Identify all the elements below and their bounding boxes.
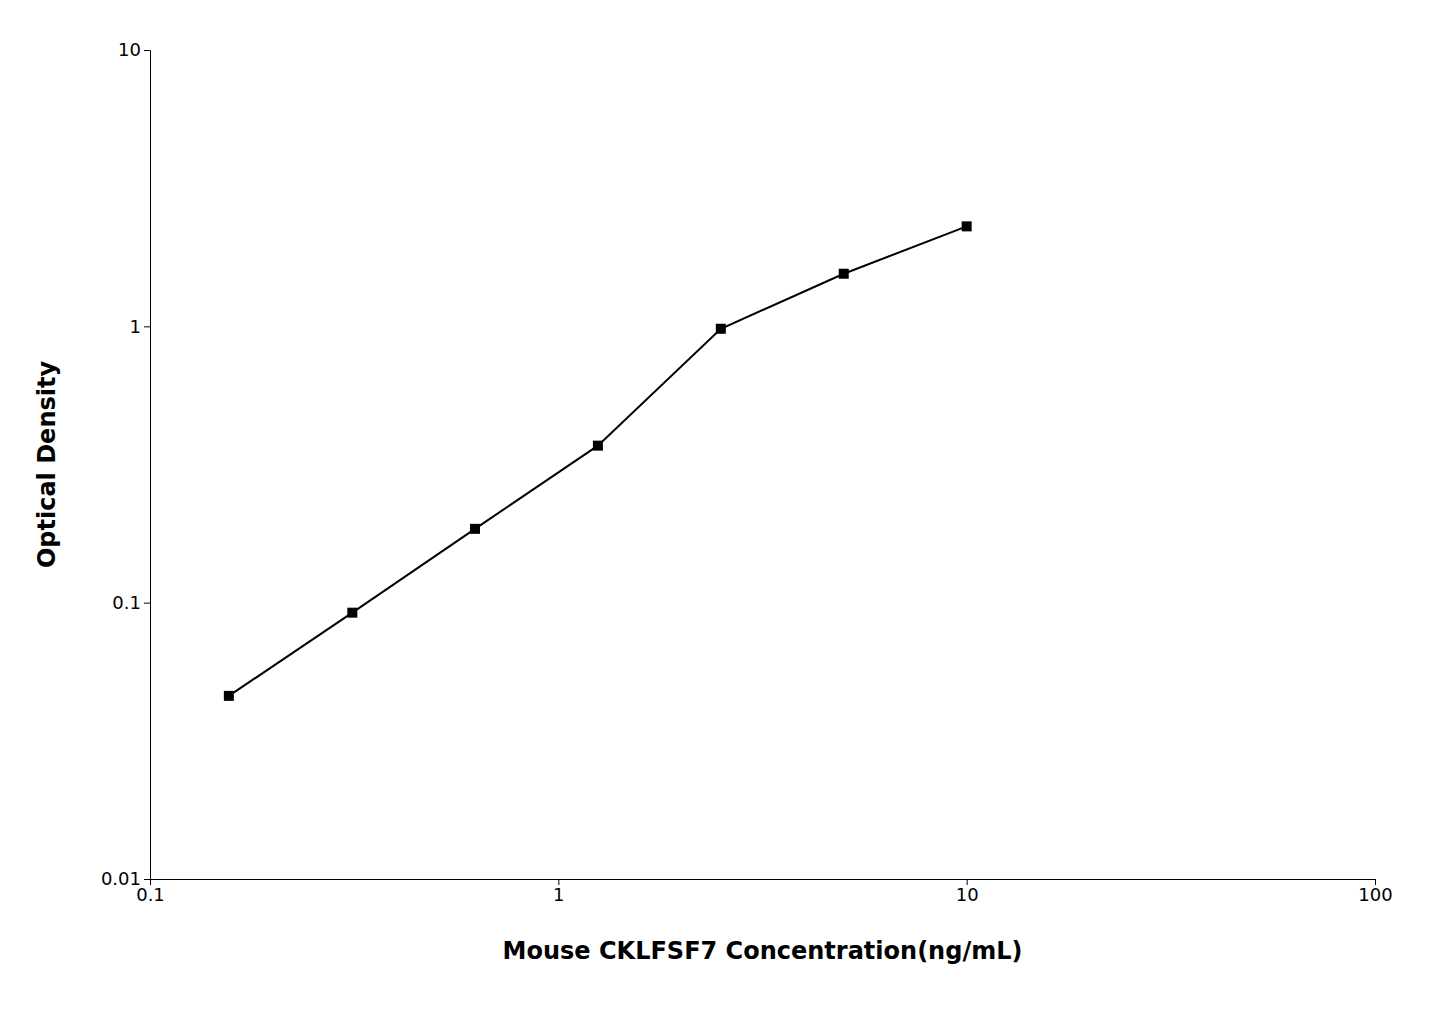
y-tick: 1 [130,316,150,337]
marker [347,608,357,618]
y-tick-label: 0.01 [101,868,141,889]
x-tick-label: 100 [1358,884,1392,905]
plot-area: 0.1 1 10 100 0.01 0.1 1 10 Mouse CKLFSF7 Concent… [33,39,1393,965]
y-tick-label: 1 [130,316,141,337]
y-tick-label: 0.1 [112,592,141,613]
x-tick: 100 [1358,879,1392,905]
y-tick-mark [144,603,150,604]
x-axis: 0.1110100 [136,879,1393,905]
x-tick-label: 10 [956,884,979,905]
marker [962,221,972,231]
y-axis-title: Optical Density [33,361,61,569]
y-tick-label: 10 [118,39,141,60]
x-tick-label: 1 [553,884,564,905]
marker [716,324,726,334]
x-axis-title: Mouse CKLFSF7 Concentration(ng/mL) [503,937,1023,965]
x-axis-line [151,880,1376,886]
x-tick: 1 [553,879,564,905]
marker [593,441,603,451]
x-tick: 10 [956,879,979,905]
y-tick: 0.01 [101,868,150,889]
marker [470,524,480,534]
y-tick: 0.1 [112,592,150,613]
y-tick-mark [144,50,150,51]
line [229,226,967,695]
y-tick-mark [144,879,150,880]
chart: 0.1 1 10 100 0.01 0.1 1 10 Mouse CKLFSF7 Concent… [0,0,1445,1009]
marker [839,269,849,279]
y-tick-mark [144,326,150,327]
y-tick: 10 [118,39,150,60]
series [224,221,972,700]
marker [224,691,234,701]
y-axis: 0.01 0.1 1 10 [101,39,151,889]
y-axis-line [144,51,151,880]
